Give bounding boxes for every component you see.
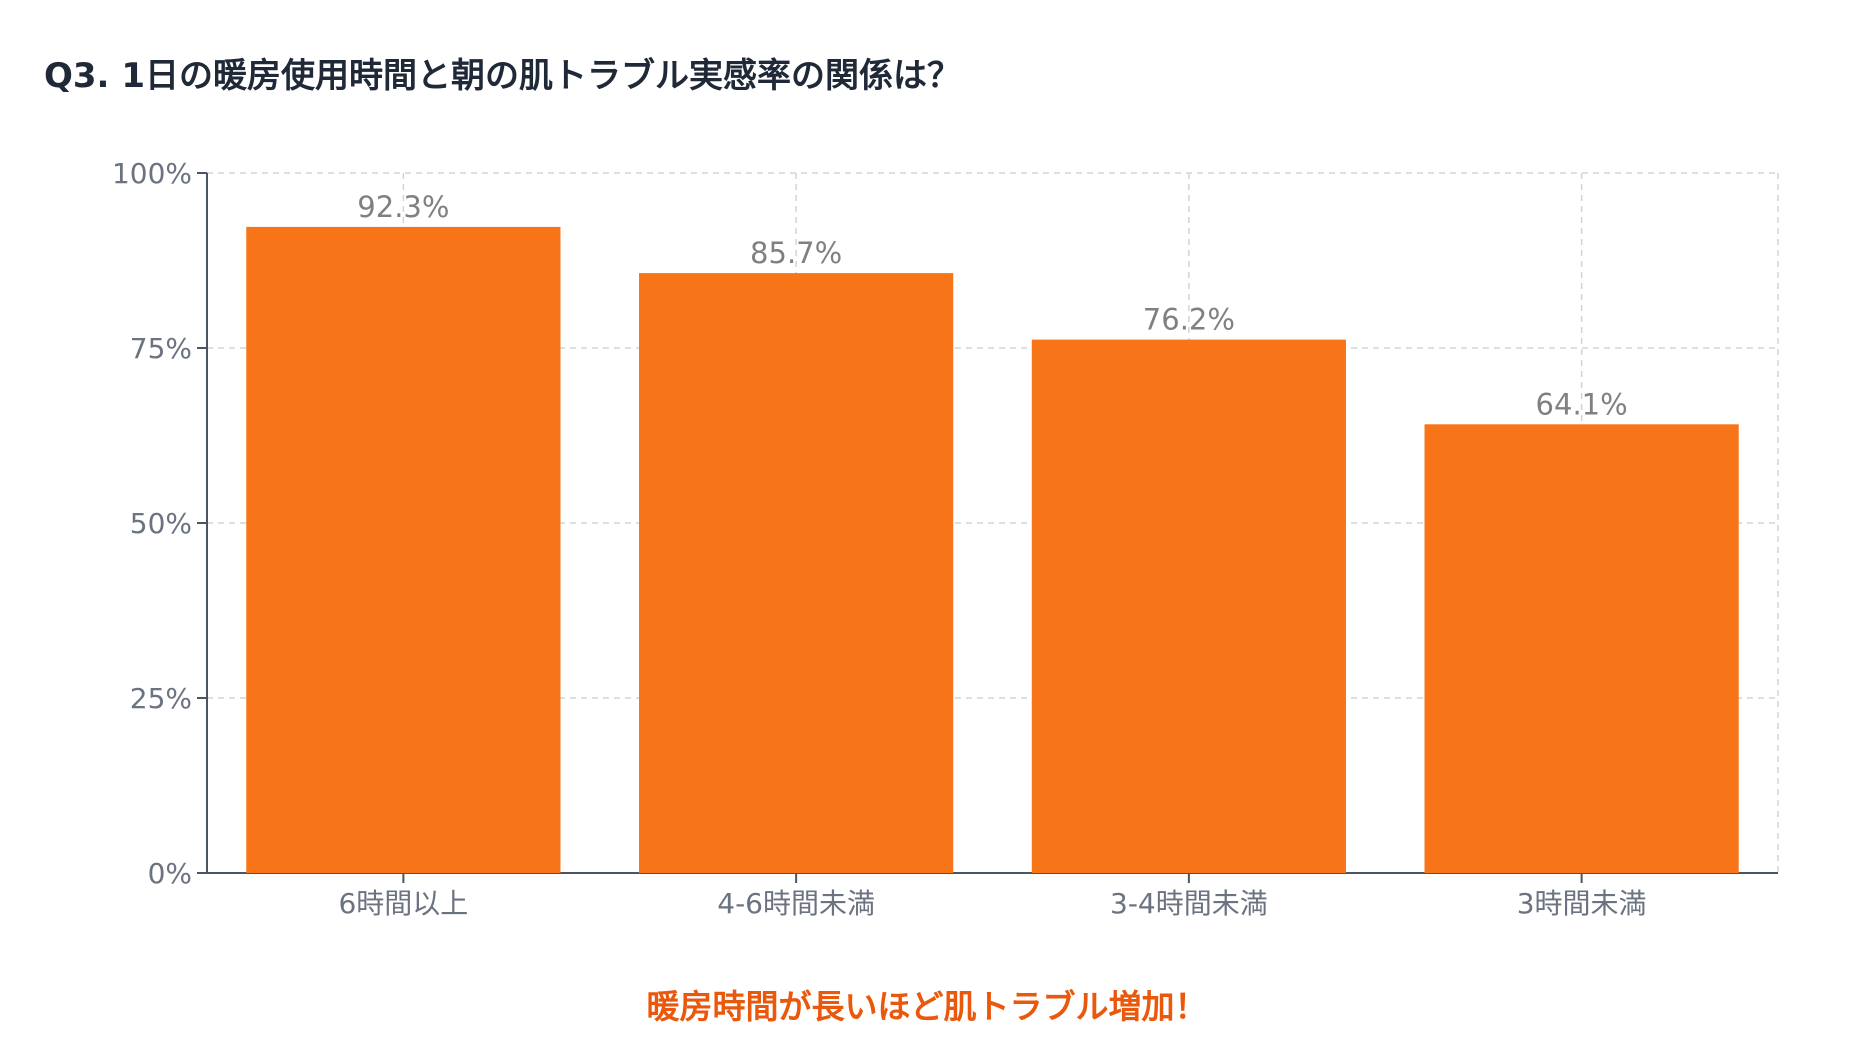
chart-note: 暖房時間が長いほど肌トラブル増加！ — [646, 987, 1208, 1026]
x-tick-label: 3時間未満 — [1517, 887, 1647, 920]
bar-1 — [246, 226, 561, 873]
labels: 0% 25% 50% 75% 100% 6時間以上 4-6時間未満 3-4時間未満 3時間未満 9… — [112, 157, 1647, 920]
y-tick-label: 50% — [130, 507, 192, 540]
y-tick-label: 25% — [130, 682, 192, 715]
bar-4 — [1424, 424, 1739, 873]
y-tick-label: 0% — [148, 857, 192, 890]
bar-2 — [639, 273, 954, 874]
y-tick-label: 100% — [112, 157, 192, 190]
bars — [246, 226, 1739, 874]
x-tick-label: 4-6時間未満 — [717, 887, 875, 920]
x-tick-label: 3-4時間未満 — [1110, 887, 1268, 920]
bar-3 — [1031, 339, 1346, 874]
x-tick-label: 6時間以上 — [338, 887, 468, 920]
data-label: 76.2% — [1143, 303, 1235, 337]
data-label: 85.7% — [750, 236, 842, 270]
y-tick-label: 75% — [130, 332, 192, 365]
data-label: 64.1% — [1536, 387, 1628, 421]
chart-title: Q3. 1日の暖房使用時間と朝の肌トラブル実感率の関係は？ — [44, 56, 961, 96]
data-label: 92.3% — [357, 190, 449, 224]
